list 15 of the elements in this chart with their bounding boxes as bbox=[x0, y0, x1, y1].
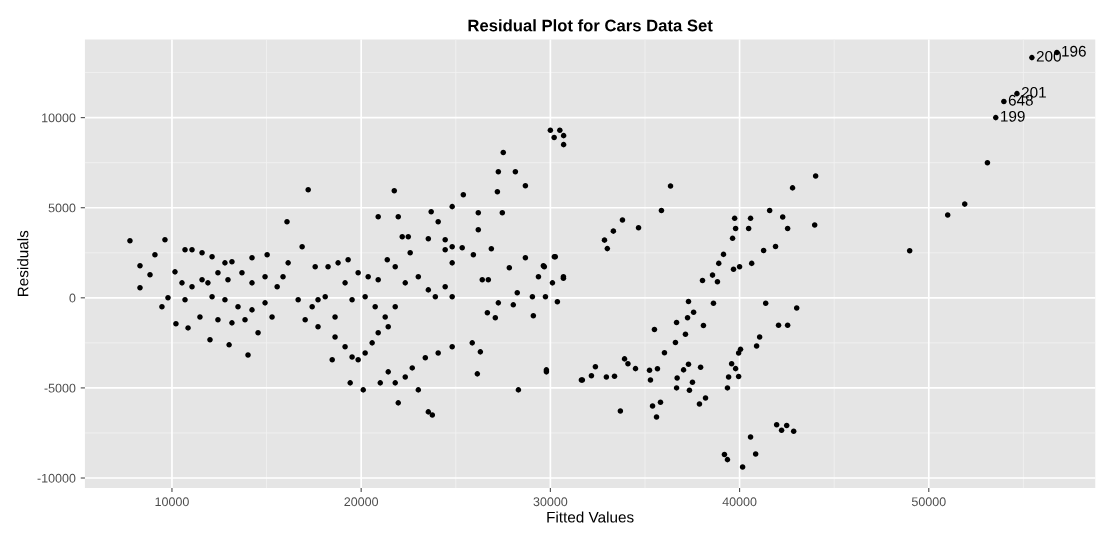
x-tick-label: 40000 bbox=[722, 497, 757, 507]
chart-title: Residual Plot for Cars Data Set bbox=[468, 19, 713, 32]
annotation: 199 bbox=[1001, 110, 1025, 122]
y-tick-label: 5000 bbox=[48, 203, 76, 213]
y-tick-label: -10000 bbox=[37, 473, 76, 483]
y-axis-title: Residuals bbox=[17, 230, 29, 297]
x-tick-label: 20000 bbox=[344, 497, 379, 507]
y-tick-label: -5000 bbox=[44, 383, 76, 393]
x-tick-label: 10000 bbox=[155, 497, 189, 507]
y-tick-label: 10000 bbox=[42, 113, 76, 123]
x-tick-label: 30000 bbox=[533, 497, 568, 507]
y-tick-label: 0 bbox=[69, 293, 76, 303]
x-axis-title: Fitted Values bbox=[547, 511, 634, 523]
x-tick-label: 50000 bbox=[911, 497, 946, 507]
annotation: 196 bbox=[1062, 45, 1086, 57]
